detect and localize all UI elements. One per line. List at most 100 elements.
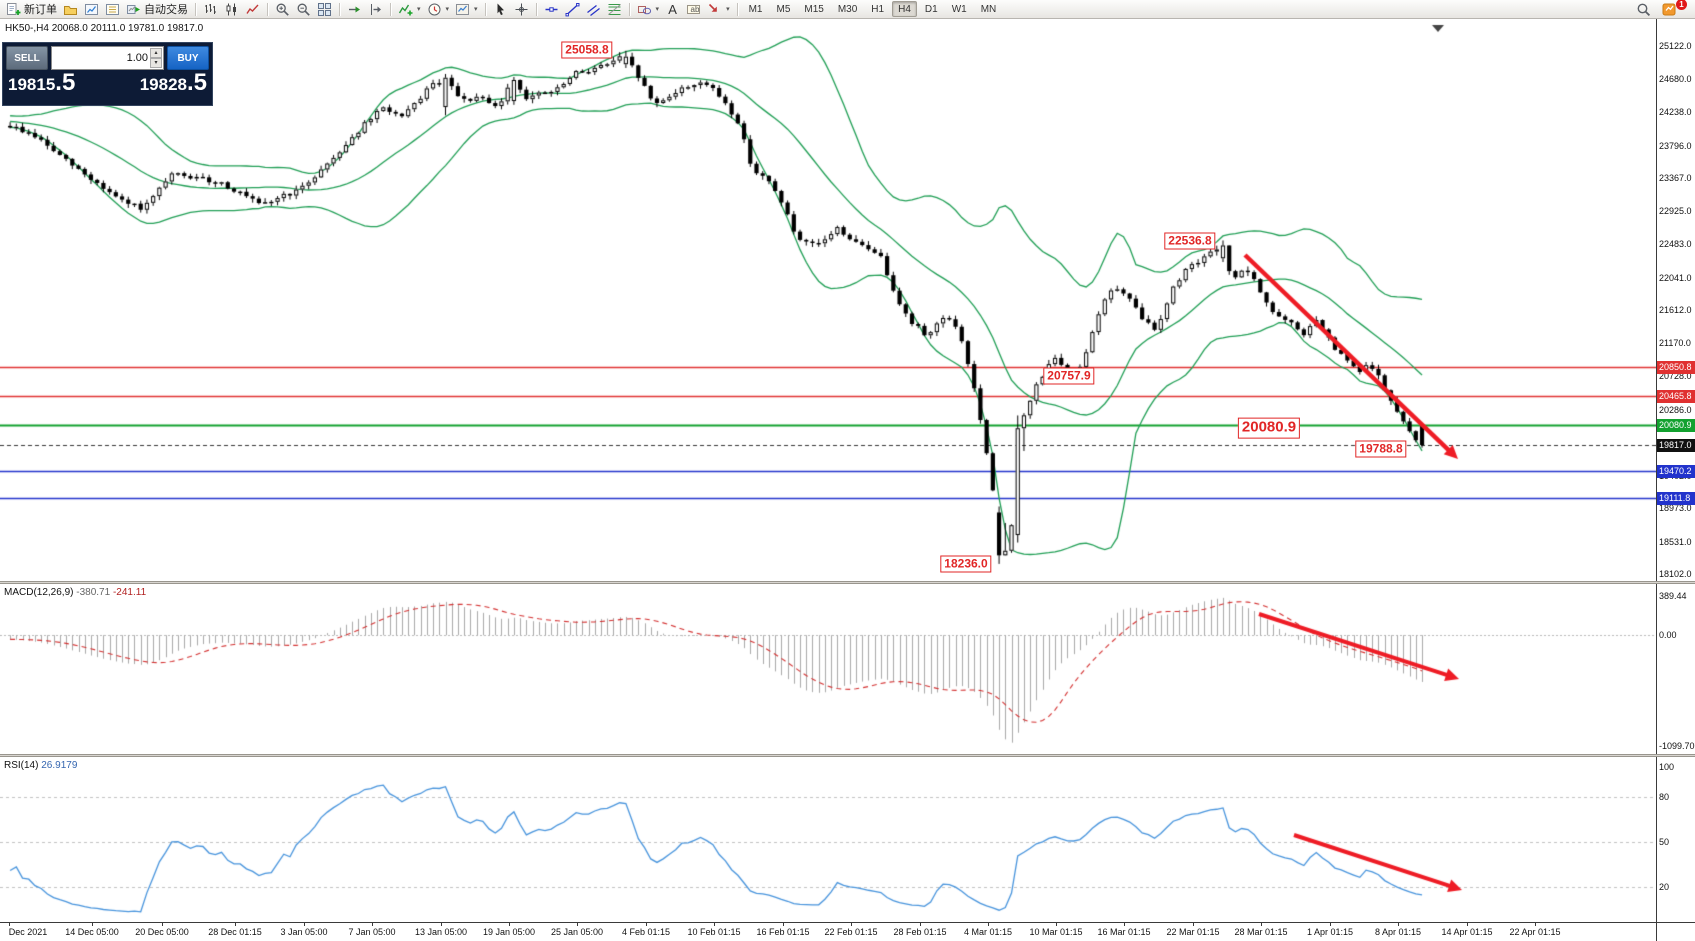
svg-text:A: A <box>668 2 677 17</box>
buy-price[interactable]: 19828.5 <box>139 69 207 96</box>
volume-spinner[interactable]: ▴ ▾ <box>150 48 162 68</box>
macd-axis-label: -1099.70 <box>1659 741 1695 751</box>
rsi-axis[interactable]: 100 80 50 20 <box>1656 757 1695 922</box>
price-callout[interactable]: 18236.0 <box>940 555 992 573</box>
rsi-axis-label: 20 <box>1659 882 1670 892</box>
timeframe-m15[interactable]: M15 <box>804 3 824 15</box>
time-axis-tick <box>646 923 647 926</box>
timeframe-m30[interactable]: M30 <box>837 3 858 15</box>
price-callout[interactable]: 20080.9 <box>1237 417 1301 439</box>
navigator-button[interactable] <box>102 1 123 18</box>
time-axis-tick <box>372 923 373 926</box>
macd-label: MACD(12,26,9) -380.71 -241.11 <box>4 587 147 598</box>
volume-field[interactable]: 1.00 ▴ ▾ <box>51 46 164 70</box>
time-axis-tick <box>1535 923 1536 926</box>
zoom-in-icon <box>276 3 289 16</box>
zoom-in-button[interactable] <box>272 1 293 18</box>
auto-scroll-button[interactable] <box>344 1 365 18</box>
search-icon <box>1637 3 1651 16</box>
chart-title: HK50-,H4 20068.0 20111.0 19781.0 19817.0 <box>5 23 203 34</box>
tile-windows-button[interactable] <box>314 1 335 18</box>
indicators-button[interactable]: ▾ <box>395 1 424 18</box>
time-axis-label: Dec 2021 <box>8 927 48 937</box>
candlestick-chart-button[interactable] <box>221 1 242 18</box>
alerts-button[interactable] <box>1659 1 1680 18</box>
profiles-icon <box>64 5 77 15</box>
time-axis-tick <box>1193 923 1194 926</box>
toolbar-separator <box>736 2 738 16</box>
time-axis-label: 25 Jan 05:00 <box>550 927 604 937</box>
time-axis-tick <box>1467 923 1468 926</box>
sell-price[interactable]: 19815.5 <box>8 69 76 96</box>
time-axis-label: 16 Feb 01:15 <box>756 927 810 937</box>
fibonacci-button[interactable] <box>604 1 625 18</box>
price-axis[interactable]: 25122.0 24680.0 24238.0 23796.0 23367.0 22925… <box>1656 19 1695 581</box>
horizontal-line-button[interactable] <box>541 1 562 18</box>
price-axis-label: 23796.0 <box>1659 140 1692 151</box>
zoom-out-button[interactable] <box>293 1 314 18</box>
new-order-button[interactable]: 新订单 <box>3 1 60 18</box>
shapes-button[interactable]: ▾ <box>634 1 663 18</box>
price-callout[interactable]: 22536.8 <box>1164 232 1216 250</box>
price-axis-label: 18102.0 <box>1659 569 1692 579</box>
macd-canvas[interactable] <box>0 584 1656 754</box>
price-callout[interactable]: 20757.9 <box>1043 367 1095 385</box>
price-axis-label: 24238.0 <box>1659 107 1692 118</box>
volume-value: 1.00 <box>126 52 148 64</box>
templates-button[interactable]: ▾ <box>452 1 481 18</box>
macd-axis[interactable]: 389.44 0.00 -1099.70 <box>1656 584 1695 754</box>
autotrading-icon <box>127 4 140 14</box>
time-axis[interactable]: Dec 2021 14 Dec 05:00 20 Dec 05:00 28 Dec 0… <box>0 922 1695 941</box>
trendline-button[interactable] <box>562 1 583 18</box>
price-callout[interactable]: 25058.8 <box>561 41 613 59</box>
crosshair-button[interactable] <box>511 1 532 18</box>
bar-chart-button[interactable] <box>200 1 221 18</box>
notification-badge: 1 <box>1676 0 1687 10</box>
timeframe-h1[interactable]: H1 <box>871 3 885 15</box>
timeframe-d1[interactable]: D1 <box>924 3 938 15</box>
profiles-button[interactable] <box>60 1 81 18</box>
time-axis-tick <box>714 923 715 926</box>
timeframe-m1[interactable]: M1 <box>748 3 763 15</box>
volume-up-icon[interactable]: ▴ <box>150 48 162 58</box>
rsi-label: RSI(14) 26.9179 <box>4 760 78 771</box>
periods-button[interactable]: ▾ <box>424 1 453 18</box>
arrows-button[interactable]: ▾ <box>704 1 733 18</box>
buy-button[interactable]: BUY <box>167 46 209 70</box>
toolbar-separator <box>339 2 340 16</box>
search-button[interactable] <box>1633 1 1654 18</box>
line-chart-button[interactable] <box>242 1 263 18</box>
candlestick-chart-icon <box>226 3 236 15</box>
toolbar-separator <box>484 2 486 16</box>
timeframe-m5[interactable]: M5 <box>776 3 791 15</box>
volume-down-icon[interactable]: ▾ <box>150 58 162 68</box>
panel-splitter[interactable] <box>0 754 1695 757</box>
price-axis-label: 24680.0 <box>1659 74 1692 85</box>
timeframe-h4[interactable]: H4 <box>892 1 917 17</box>
timeframe-w1[interactable]: W1 <box>951 3 967 15</box>
text-button[interactable]: A <box>662 1 683 18</box>
sell-button[interactable]: SELL <box>6 46 48 70</box>
time-axis-label: 16 Mar 01:15 <box>1097 927 1151 937</box>
time-axis-label: 4 Mar 01:15 <box>963 927 1013 937</box>
panel-splitter[interactable] <box>0 581 1695 584</box>
autotrading-button[interactable]: 自动交易 <box>123 1 191 18</box>
rsi-canvas[interactable] <box>0 757 1656 922</box>
price-axis-label: 23367.0 <box>1659 173 1692 183</box>
text-label-icon: ab <box>687 4 701 14</box>
new-order-icon <box>7 2 21 15</box>
timeframe-mn[interactable]: MN <box>980 3 997 15</box>
price-axis-label: 21170.0 <box>1659 338 1691 349</box>
time-axis-label: 4 Feb 01:15 <box>621 927 671 937</box>
equidistant-channel-button[interactable] <box>583 1 604 18</box>
price-chart-canvas[interactable] <box>0 19 1656 581</box>
price-callout[interactable]: 19788.8 <box>1355 440 1407 458</box>
rsi-axis-label: 80 <box>1659 792 1670 802</box>
price-axis-label: 22483.0 <box>1659 239 1692 250</box>
cursor-button[interactable] <box>490 1 511 18</box>
price-axis-label: 20728.0 <box>1659 371 1692 382</box>
market-watch-button[interactable] <box>81 1 102 18</box>
chart-shift-button[interactable] <box>365 1 386 18</box>
trendline-icon <box>565 2 580 16</box>
text-label-button[interactable]: ab <box>683 1 704 18</box>
